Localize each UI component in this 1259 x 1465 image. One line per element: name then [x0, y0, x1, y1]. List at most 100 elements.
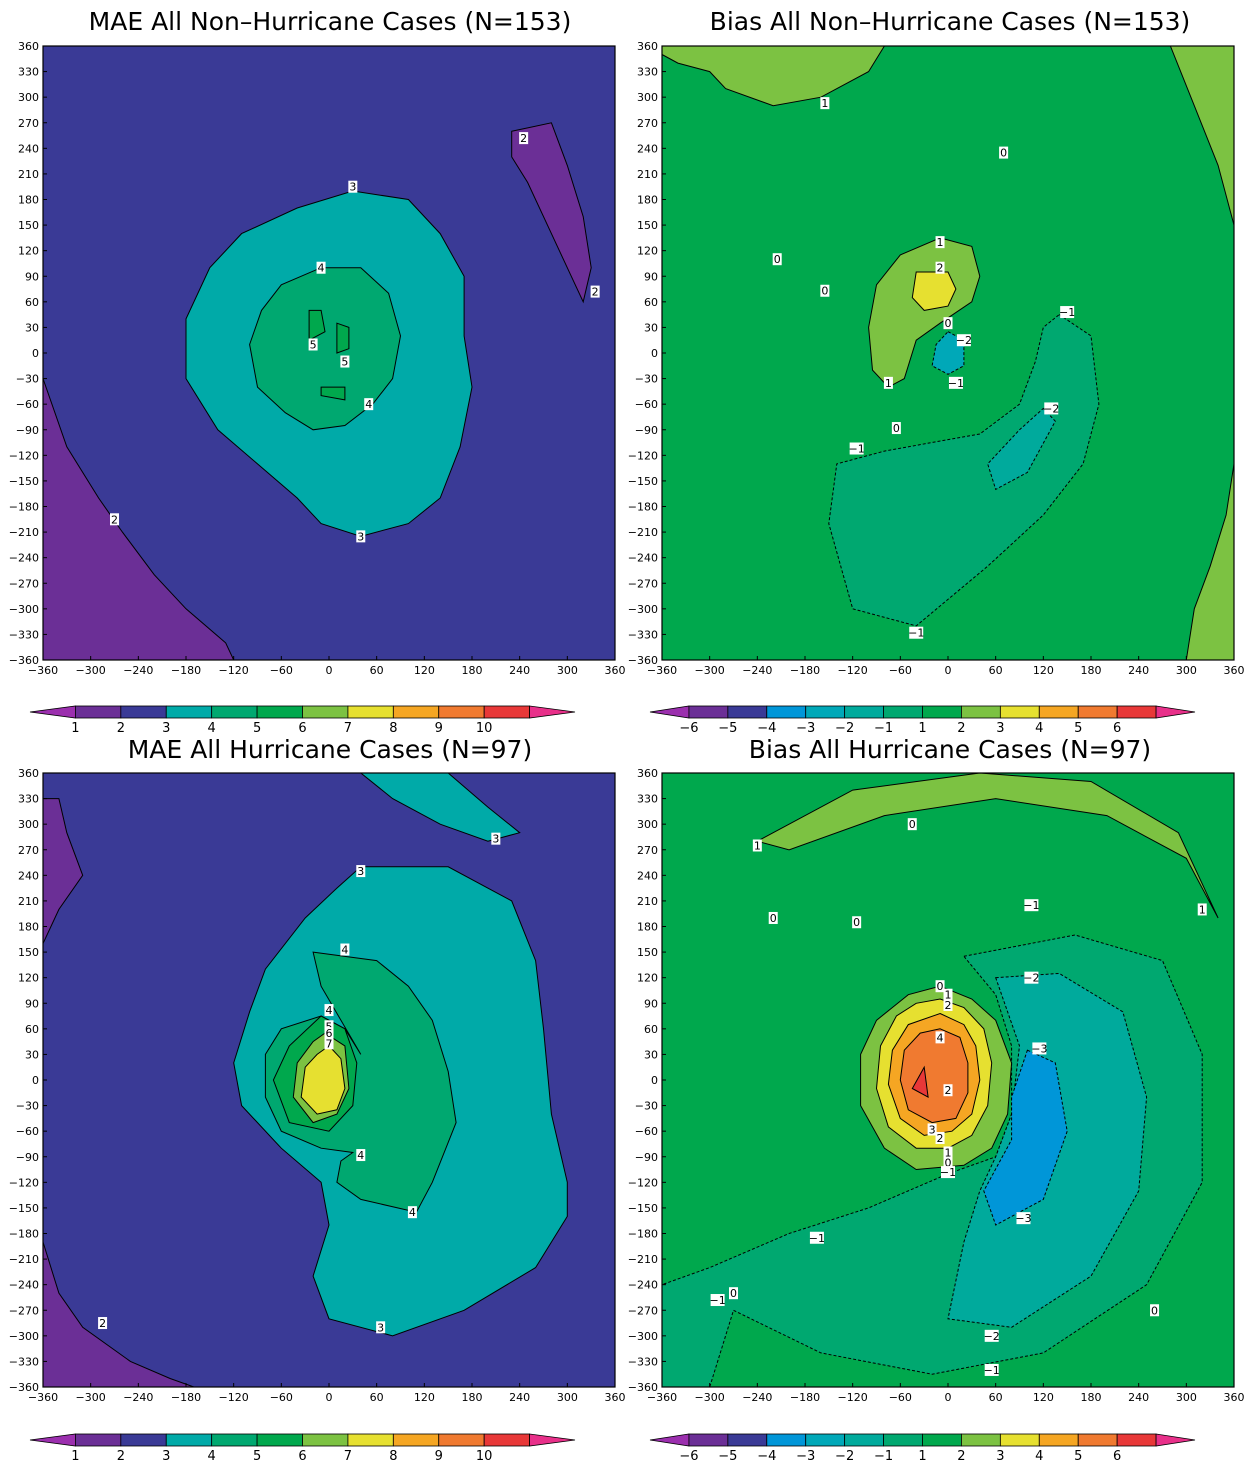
contour-region-plus5-spot [911, 1065, 929, 1099]
contour-label-bg [984, 1363, 999, 1376]
y-tick-label: 120 [18, 245, 39, 258]
y-tick-label: −360 [9, 1381, 39, 1394]
colorbar-tick-label: 7 [344, 721, 352, 736]
y-tick-label: 210 [18, 168, 39, 181]
contour-label-bg [943, 1084, 953, 1097]
colorbar-segment [1038, 705, 1079, 719]
colorbar-segment [302, 705, 349, 719]
contour-label: 4 [937, 1031, 944, 1044]
contour-label-bg [98, 1317, 108, 1330]
contour-region-center-minus [931, 331, 965, 375]
y-tick-label: 300 [637, 91, 658, 104]
contour-label-bg [1060, 306, 1075, 319]
colorbar-segment [438, 1433, 485, 1447]
contour-label: 0 [937, 980, 944, 993]
y-tick-label: 150 [637, 946, 658, 959]
contour-label-bg [891, 422, 901, 435]
y-tick-label: 330 [637, 66, 658, 79]
colorbar-segment [438, 705, 485, 719]
contour-label: 3 [929, 1123, 936, 1136]
y-tick-label: −120 [9, 1176, 39, 1189]
contour-label: −1 [849, 443, 865, 456]
contour-label: −1 [1059, 306, 1075, 319]
colorbar-segment [120, 705, 167, 719]
colorbar-segment [883, 705, 923, 719]
contour-label-bg [340, 355, 350, 368]
x-tick-label: 300 [1176, 664, 1197, 677]
contour-label: 2 [945, 999, 952, 1012]
contour-label-bg [883, 376, 893, 389]
colorbar: 1 2 3 4 5 6 7 8 9 10 [29, 705, 576, 736]
y-tick-label: −270 [628, 1304, 658, 1317]
colorbar-segment [999, 1433, 1040, 1447]
y-tick-label: 360 [18, 40, 39, 53]
x-tick-label: −180 [171, 664, 201, 677]
contour-label-bg [364, 398, 374, 411]
contour-label-bg [956, 334, 971, 347]
panel-bias-hurricane: 100 01−1−20124−323210−1−3−10−10−2−1360330… [628, 767, 1245, 1464]
contour-label: 4 [341, 944, 348, 957]
y-tick-label: 270 [18, 117, 39, 130]
contour-label: 2 [111, 513, 118, 526]
x-tick-label: −240 [742, 1391, 772, 1404]
y-tick-label: 240 [18, 869, 39, 882]
contour-region-sw-lowband [43, 1241, 195, 1387]
colorbar-segment [211, 705, 258, 719]
colorbar-segment [922, 705, 962, 719]
x-tick-label: 180 [462, 664, 483, 677]
y-tick-label: −270 [9, 1304, 39, 1317]
y-tick-label: 0 [32, 1074, 39, 1087]
contour-label-bg [1024, 971, 1039, 984]
contour-label-bg [941, 1166, 955, 1179]
x-tick-label: 0 [326, 664, 333, 677]
contour-region-core-5b [336, 322, 350, 354]
y-tick-label: 300 [18, 91, 39, 104]
contour-label-bg [324, 1004, 334, 1017]
colorbar-tick-label: −5 [718, 1449, 737, 1464]
contour-label-bg [935, 261, 945, 274]
contour-label-bg [943, 988, 953, 1001]
contour-label: 0 [909, 818, 916, 831]
colorbar-tick-label: 3 [996, 721, 1004, 736]
y-tick-label: −330 [628, 1355, 658, 1368]
x-tick-label: 360 [605, 1391, 626, 1404]
x-tick-label: −180 [171, 1391, 201, 1404]
contour-label-bg [590, 285, 600, 298]
contour-label: 3 [492, 833, 499, 846]
y-tick-label: 90 [25, 997, 39, 1010]
colorbar-segment [1077, 1433, 1118, 1447]
colorbar-arrow-low [29, 705, 76, 719]
colorbar-segment [302, 1433, 349, 1447]
contour-label: 3 [377, 1321, 384, 1334]
contour-label-bg [935, 980, 945, 993]
colorbar-tick-label: 8 [389, 721, 397, 736]
colorbar: −6 −5 −4 −3 −2 −1 1 2 3 4 5 6 [649, 705, 1196, 736]
contour-region-ne-plus1 [1169, 46, 1234, 226]
contour-region-minus2-patch [987, 407, 1056, 491]
y-tick-label: −360 [9, 654, 39, 667]
colorbar-tick-label: 2 [117, 721, 125, 736]
colorbar-segment [883, 1433, 923, 1447]
colorbar-tick-label: −5 [718, 721, 737, 736]
y-tick-label: −300 [628, 603, 658, 616]
y-tick-label: 270 [637, 844, 658, 857]
colorbar-tick-label: 2 [117, 1449, 125, 1464]
contour-label: 1 [885, 377, 892, 390]
colorbar-tick-label: 1 [918, 1449, 926, 1464]
contour-label-bg [308, 338, 318, 351]
y-tick-label: −30 [16, 1100, 39, 1113]
x-tick-label: −300 [695, 1391, 725, 1404]
colorbar-segment [766, 1433, 807, 1447]
y-tick-label: 60 [25, 1023, 39, 1036]
colorbar-segment [392, 705, 440, 719]
contour-label-bg [356, 1149, 366, 1162]
colorbar-segment [999, 705, 1040, 719]
colorbar-segment [483, 705, 530, 719]
x-tick-label: −60 [270, 664, 293, 677]
x-tick-label: −240 [123, 1391, 153, 1404]
contour-label: 0 [945, 1157, 952, 1170]
colorbar-segment [961, 705, 1001, 719]
y-tick-label: −150 [9, 1202, 39, 1215]
y-tick-label: −180 [9, 1228, 39, 1241]
contour-label: −1 [710, 1294, 726, 1307]
